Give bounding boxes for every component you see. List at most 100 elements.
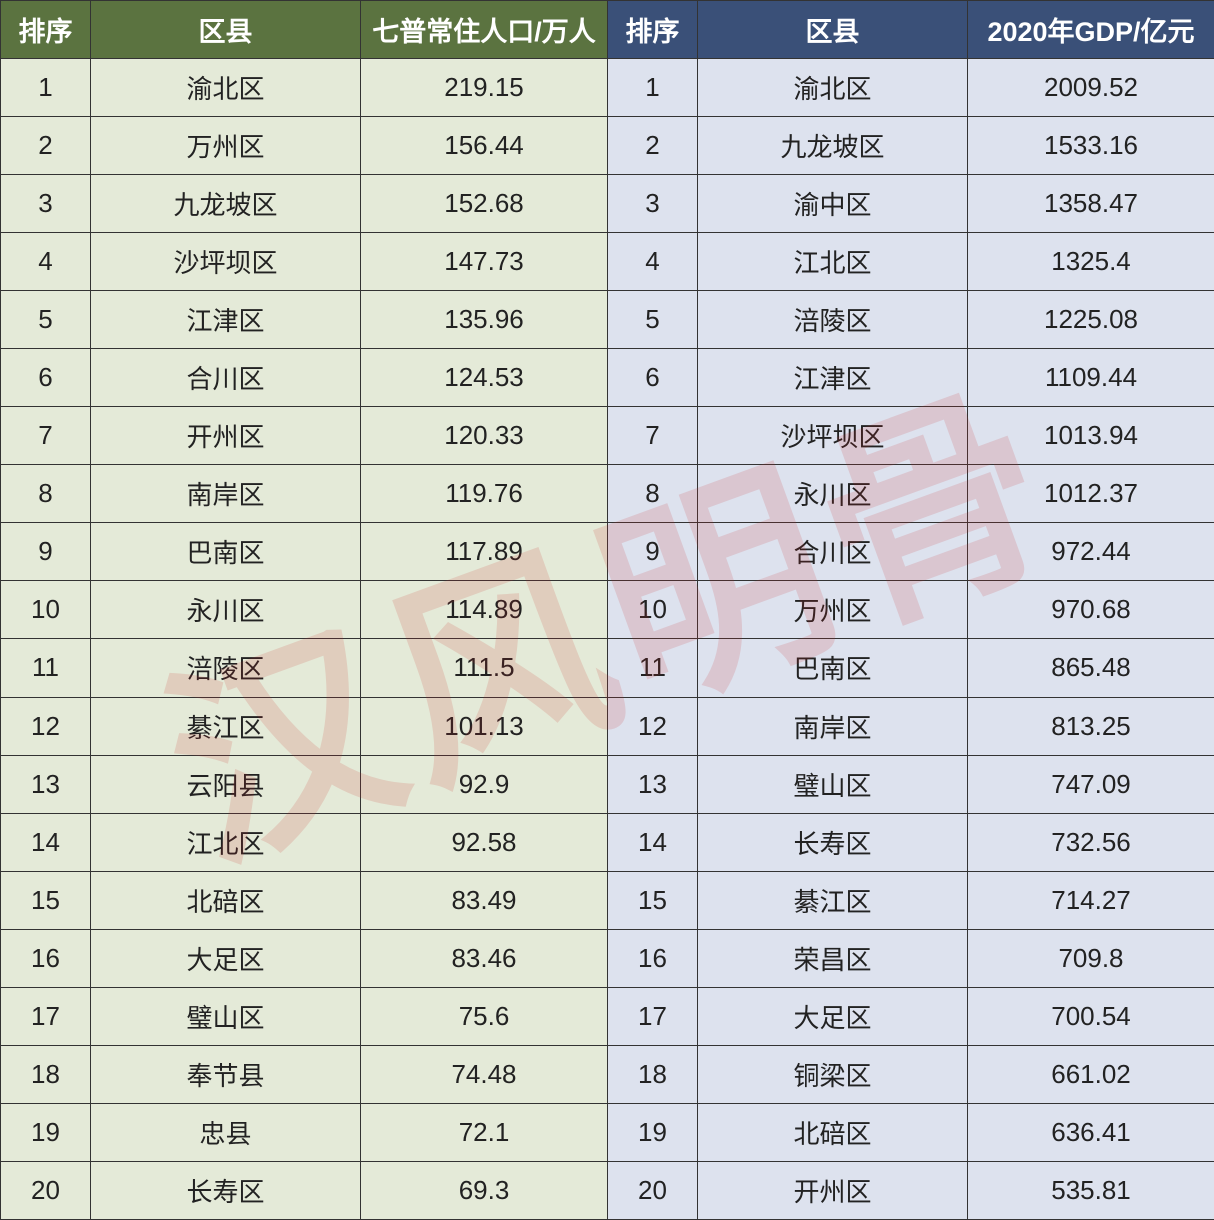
cell-right-value: 1325.4 bbox=[968, 233, 1214, 291]
cell-left-rank: 18 bbox=[1, 1045, 91, 1103]
cell-left-name: 渝北区 bbox=[91, 59, 361, 117]
cell-right-rank: 16 bbox=[608, 929, 698, 987]
cell-right-value: 1225.08 bbox=[968, 291, 1214, 349]
table-row: 19忠县72.119北碚区636.41 bbox=[1, 1103, 1214, 1161]
cell-left-rank: 12 bbox=[1, 697, 91, 755]
table-row: 3九龙坡区152.683渝中区1358.47 bbox=[1, 175, 1214, 233]
table-row: 13云阳县92.913璧山区747.09 bbox=[1, 755, 1214, 813]
cell-left-rank: 19 bbox=[1, 1103, 91, 1161]
cell-left-name: 云阳县 bbox=[91, 755, 361, 813]
cell-left-name: 万州区 bbox=[91, 117, 361, 175]
cell-right-rank: 6 bbox=[608, 349, 698, 407]
cell-left-value: 114.89 bbox=[361, 581, 608, 639]
table-row: 11涪陵区111.511巴南区865.48 bbox=[1, 639, 1214, 697]
cell-left-name: 南岸区 bbox=[91, 465, 361, 523]
cell-right-value: 865.48 bbox=[968, 639, 1214, 697]
cell-right-value: 1533.16 bbox=[968, 117, 1214, 175]
table-row: 16大足区83.4616荣昌区709.8 bbox=[1, 929, 1214, 987]
cell-left-rank: 5 bbox=[1, 291, 91, 349]
cell-left-name: 长寿区 bbox=[91, 1161, 361, 1219]
cell-left-value: 135.96 bbox=[361, 291, 608, 349]
cell-left-name: 合川区 bbox=[91, 349, 361, 407]
cell-left-value: 92.58 bbox=[361, 813, 608, 871]
cell-right-name: 南岸区 bbox=[698, 697, 968, 755]
cell-left-value: 219.15 bbox=[361, 59, 608, 117]
cell-right-rank: 14 bbox=[608, 813, 698, 871]
table-row: 17璧山区75.617大足区700.54 bbox=[1, 987, 1214, 1045]
table-row: 7开州区120.337沙坪坝区1013.94 bbox=[1, 407, 1214, 465]
cell-right-rank: 12 bbox=[608, 697, 698, 755]
cell-right-value: 1013.94 bbox=[968, 407, 1214, 465]
cell-left-value: 74.48 bbox=[361, 1045, 608, 1103]
table-row: 14江北区92.5814长寿区732.56 bbox=[1, 813, 1214, 871]
cell-right-value: 714.27 bbox=[968, 871, 1214, 929]
cell-left-value: 69.3 bbox=[361, 1161, 608, 1219]
cell-left-rank: 13 bbox=[1, 755, 91, 813]
cell-right-name: 璧山区 bbox=[698, 755, 968, 813]
cell-right-value: 1109.44 bbox=[968, 349, 1214, 407]
cell-left-name: 綦江区 bbox=[91, 697, 361, 755]
cell-right-value: 2009.52 bbox=[968, 59, 1214, 117]
cell-right-name: 万州区 bbox=[698, 581, 968, 639]
table-row: 4沙坪坝区147.734江北区1325.4 bbox=[1, 233, 1214, 291]
cell-right-name: 渝北区 bbox=[698, 59, 968, 117]
cell-left-name: 北碚区 bbox=[91, 871, 361, 929]
ranking-table: 排序 区县 七普常住人口/万人 排序 区县 2020年GDP/亿元 1渝北区21… bbox=[0, 0, 1214, 1220]
cell-left-rank: 9 bbox=[1, 523, 91, 581]
cell-left-value: 152.68 bbox=[361, 175, 608, 233]
table-row: 15北碚区83.4915綦江区714.27 bbox=[1, 871, 1214, 929]
cell-right-rank: 3 bbox=[608, 175, 698, 233]
cell-right-name: 合川区 bbox=[698, 523, 968, 581]
cell-left-name: 璧山区 bbox=[91, 987, 361, 1045]
cell-left-name: 忠县 bbox=[91, 1103, 361, 1161]
cell-left-value: 111.5 bbox=[361, 639, 608, 697]
cell-left-rank: 14 bbox=[1, 813, 91, 871]
cell-right-name: 开州区 bbox=[698, 1161, 968, 1219]
cell-left-rank: 3 bbox=[1, 175, 91, 233]
cell-left-name: 永川区 bbox=[91, 581, 361, 639]
table-row: 6合川区124.536江津区1109.44 bbox=[1, 349, 1214, 407]
cell-right-value: 661.02 bbox=[968, 1045, 1214, 1103]
cell-left-value: 117.89 bbox=[361, 523, 608, 581]
cell-left-value: 124.53 bbox=[361, 349, 608, 407]
cell-right-value: 732.56 bbox=[968, 813, 1214, 871]
cell-left-value: 75.6 bbox=[361, 987, 608, 1045]
cell-right-rank: 11 bbox=[608, 639, 698, 697]
table-row: 20长寿区69.320开州区535.81 bbox=[1, 1161, 1214, 1219]
cell-left-rank: 16 bbox=[1, 929, 91, 987]
header-right-rank: 排序 bbox=[608, 1, 698, 59]
cell-left-value: 147.73 bbox=[361, 233, 608, 291]
cell-right-value: 747.09 bbox=[968, 755, 1214, 813]
cell-right-rank: 20 bbox=[608, 1161, 698, 1219]
header-left-rank: 排序 bbox=[1, 1, 91, 59]
cell-left-value: 156.44 bbox=[361, 117, 608, 175]
cell-left-name: 奉节县 bbox=[91, 1045, 361, 1103]
cell-right-value: 970.68 bbox=[968, 581, 1214, 639]
cell-right-rank: 10 bbox=[608, 581, 698, 639]
cell-right-name: 荣昌区 bbox=[698, 929, 968, 987]
cell-left-name: 九龙坡区 bbox=[91, 175, 361, 233]
cell-left-rank: 1 bbox=[1, 59, 91, 117]
cell-right-name: 巴南区 bbox=[698, 639, 968, 697]
table-container: 汉风明骨 排序 区县 七普常住人口/万人 排序 区县 2020年GDP/亿元 1… bbox=[0, 0, 1214, 1220]
cell-left-name: 涪陵区 bbox=[91, 639, 361, 697]
table-row: 5江津区135.965涪陵区1225.08 bbox=[1, 291, 1214, 349]
cell-right-name: 綦江区 bbox=[698, 871, 968, 929]
cell-right-rank: 4 bbox=[608, 233, 698, 291]
cell-right-rank: 9 bbox=[608, 523, 698, 581]
cell-left-name: 江津区 bbox=[91, 291, 361, 349]
cell-right-name: 沙坪坝区 bbox=[698, 407, 968, 465]
cell-left-name: 巴南区 bbox=[91, 523, 361, 581]
cell-right-name: 大足区 bbox=[698, 987, 968, 1045]
cell-right-value: 700.54 bbox=[968, 987, 1214, 1045]
header-left-value: 七普常住人口/万人 bbox=[361, 1, 608, 59]
table-row: 10永川区114.8910万州区970.68 bbox=[1, 581, 1214, 639]
cell-right-value: 709.8 bbox=[968, 929, 1214, 987]
cell-right-name: 永川区 bbox=[698, 465, 968, 523]
cell-right-rank: 8 bbox=[608, 465, 698, 523]
cell-right-name: 江北区 bbox=[698, 233, 968, 291]
cell-right-rank: 5 bbox=[608, 291, 698, 349]
cell-right-rank: 19 bbox=[608, 1103, 698, 1161]
cell-left-value: 72.1 bbox=[361, 1103, 608, 1161]
cell-left-rank: 10 bbox=[1, 581, 91, 639]
